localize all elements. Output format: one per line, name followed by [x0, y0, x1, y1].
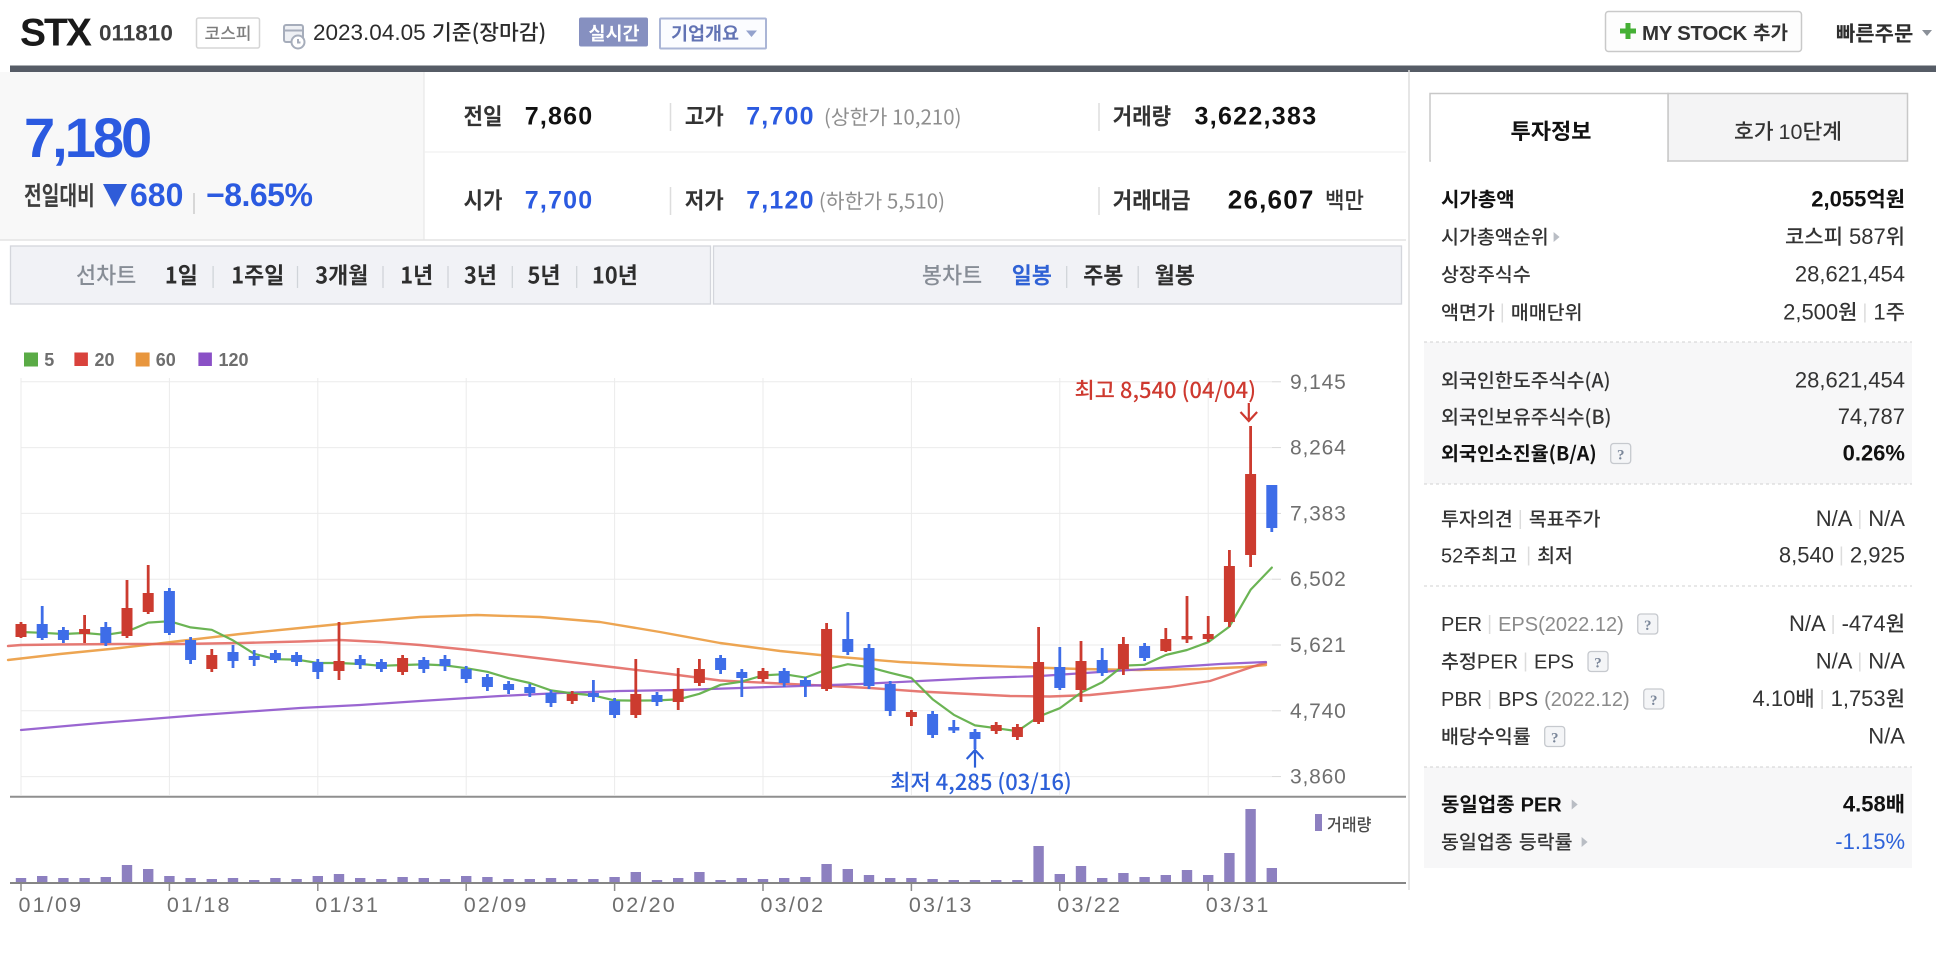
- svg-text:1: 1: [1873, 300, 1885, 325]
- svg-text:PER: PER: [1441, 614, 1482, 636]
- svg-text:7,700: 7,700: [746, 103, 815, 131]
- svg-text:7,383: 7,383: [1290, 502, 1347, 525]
- svg-text:01/31: 01/31: [315, 893, 380, 917]
- svg-text:60: 60: [156, 350, 176, 370]
- svg-text:3,860: 3,860: [1290, 766, 1347, 789]
- svg-text:N/A: N/A: [1789, 611, 1826, 636]
- svg-text:2,055: 2,055: [1811, 187, 1866, 212]
- svg-text:-474: -474: [1842, 611, 1886, 636]
- svg-text:N/A: N/A: [1868, 724, 1905, 749]
- svg-text:3,622,383: 3,622,383: [1195, 103, 1318, 131]
- svg-text:587: 587: [1849, 224, 1886, 249]
- svg-text:28,621,454: 28,621,454: [1795, 368, 1905, 393]
- svg-text:52: 52: [1441, 546, 1463, 568]
- svg-text:EPS(2022.12): EPS(2022.12): [1498, 614, 1624, 636]
- svg-text:7,860: 7,860: [525, 103, 594, 131]
- svg-text:120: 120: [219, 350, 249, 370]
- svg-text:8,540: 8,540: [1779, 543, 1834, 568]
- svg-text:26,607: 26,607: [1228, 185, 1315, 215]
- svg-text:74,787: 74,787: [1838, 404, 1905, 429]
- svg-text:0.26%: 0.26%: [1843, 441, 1905, 466]
- svg-text:5,621: 5,621: [1290, 634, 1347, 657]
- svg-text:011810: 011810: [99, 21, 173, 46]
- svg-text:01/09: 01/09: [19, 893, 84, 917]
- svg-text:(2022.12): (2022.12): [1544, 689, 1630, 711]
- svg-text:03/02: 03/02: [761, 893, 826, 917]
- svg-text:N/A: N/A: [1816, 506, 1853, 531]
- svg-text:28,621,454: 28,621,454: [1795, 262, 1905, 287]
- svg-text:BPS: BPS: [1498, 689, 1538, 711]
- svg-text:02/09: 02/09: [464, 893, 529, 917]
- svg-text:7,120: 7,120: [746, 187, 815, 215]
- svg-text:N/A: N/A: [1868, 649, 1905, 674]
- svg-text:4,740: 4,740: [1290, 700, 1347, 723]
- svg-text:4.58: 4.58: [1843, 792, 1886, 817]
- svg-text:PER: PER: [1477, 652, 1518, 674]
- svg-text:MY STOCK: MY STOCK: [1642, 22, 1748, 45]
- svg-text:EPS: EPS: [1534, 652, 1574, 674]
- svg-text:02/20: 02/20: [612, 893, 677, 917]
- svg-text:5: 5: [44, 350, 54, 370]
- svg-text:?: ?: [1551, 731, 1559, 747]
- svg-text:20: 20: [95, 350, 115, 370]
- svg-text:01/18: 01/18: [167, 893, 232, 917]
- svg-text:10: 10: [1779, 120, 1803, 144]
- svg-text:PBR: PBR: [1441, 689, 1482, 711]
- svg-text:03/31: 03/31: [1206, 893, 1271, 917]
- svg-text:?: ?: [1594, 656, 1602, 672]
- svg-text:?: ?: [1650, 693, 1658, 709]
- svg-text:7,700: 7,700: [525, 187, 594, 215]
- svg-text:−8.65%: −8.65%: [206, 177, 312, 213]
- svg-text:6,502: 6,502: [1290, 568, 1347, 591]
- svg-text:2,925: 2,925: [1850, 543, 1905, 568]
- svg-text:2,500: 2,500: [1783, 300, 1838, 325]
- svg-text:N/A: N/A: [1816, 649, 1853, 674]
- svg-text:4.10: 4.10: [1753, 686, 1796, 711]
- svg-text:7,180: 7,180: [24, 106, 150, 169]
- svg-text:PER: PER: [1521, 795, 1563, 817]
- svg-text:03/13: 03/13: [909, 893, 974, 917]
- svg-text:-1.15%: -1.15%: [1835, 829, 1905, 854]
- svg-text:?: ?: [1617, 448, 1625, 464]
- svg-text:?: ?: [1644, 618, 1652, 634]
- svg-text:N/A: N/A: [1868, 506, 1905, 531]
- svg-text:8,264: 8,264: [1290, 437, 1347, 460]
- svg-text:1,753: 1,753: [1831, 686, 1886, 711]
- svg-text:680: 680: [130, 177, 183, 213]
- svg-text:2023.04.05: 2023.04.05: [313, 20, 426, 45]
- svg-text:9,145: 9,145: [1290, 371, 1347, 394]
- svg-text:STX: STX: [20, 12, 92, 55]
- svg-text:03/22: 03/22: [1057, 893, 1122, 917]
